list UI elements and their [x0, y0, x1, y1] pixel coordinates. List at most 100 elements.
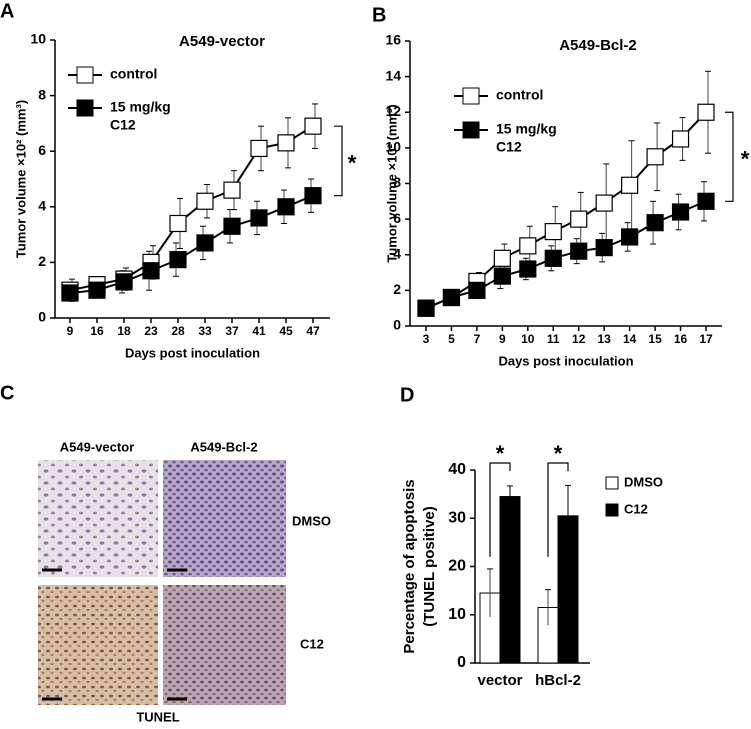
- x-tick-label: 16: [674, 332, 688, 346]
- legend-label: C12: [624, 501, 648, 516]
- marker: [544, 222, 562, 241]
- marker: [697, 103, 715, 121]
- legend-label: 15 mg/kg: [110, 99, 171, 115]
- y-tick-label: 0: [457, 654, 466, 671]
- marker: [223, 217, 241, 235]
- marker: [417, 299, 435, 317]
- x-tick-label: 10: [521, 332, 535, 346]
- y-tick-label: 6: [393, 210, 401, 226]
- marker: [570, 210, 588, 228]
- legend-marker: [462, 121, 480, 139]
- marker: [671, 203, 690, 221]
- bar: [499, 496, 521, 664]
- legend-label: DMSO: [624, 474, 663, 489]
- legend-label: control: [110, 66, 157, 82]
- y-tick-label: 10: [30, 31, 46, 47]
- marker: [196, 234, 214, 252]
- legend-marker: [76, 66, 94, 84]
- significance: *: [554, 441, 563, 466]
- legend-marker: [462, 87, 480, 105]
- y-tick-label: 12: [385, 103, 401, 119]
- bracket: [725, 111, 734, 202]
- y-tick-label: 2: [38, 253, 46, 269]
- marker: [570, 242, 588, 260]
- marker: [223, 181, 241, 199]
- y-tick-label: 20: [448, 558, 466, 575]
- y-tick-label: 4: [393, 245, 401, 261]
- y-tick-label: 14: [385, 67, 401, 83]
- y-tick-label: 16: [385, 32, 401, 48]
- panel-label: B: [372, 4, 386, 26]
- legend-label: C12: [496, 139, 522, 155]
- legend-label: 15 mg/kg: [496, 121, 557, 137]
- column-label: A549-vector: [60, 439, 134, 454]
- y-tick-label: 40: [448, 461, 466, 478]
- legend-label: C12: [110, 117, 136, 133]
- y-axis-label: Tumor volume ×10² (mm³): [384, 104, 399, 262]
- marker: [115, 273, 133, 291]
- y-tick-label: 10: [385, 139, 401, 155]
- x-tick-label: 14: [623, 332, 637, 346]
- marker: [493, 249, 511, 267]
- marker: [595, 239, 613, 257]
- marker: [646, 148, 664, 166]
- x-tick-label: 12: [572, 332, 586, 346]
- row-label: DMSO: [292, 513, 331, 528]
- marker: [88, 281, 106, 299]
- marker: [468, 281, 486, 299]
- panel-label: D: [400, 384, 414, 406]
- marker: [142, 262, 160, 280]
- y-tick-label: 2: [393, 281, 401, 297]
- y-tick-label: 0: [38, 309, 46, 325]
- micrograph: [163, 460, 286, 577]
- y-tick-label: 8: [38, 86, 46, 102]
- y-axis-label: Percentage of apoptosis: [401, 479, 418, 653]
- legend-marker: [605, 476, 619, 490]
- x-tick-label: 5: [448, 332, 455, 346]
- marker: [250, 139, 268, 158]
- marker: [277, 134, 295, 152]
- significance: *: [496, 441, 505, 466]
- x-tick-label: 47: [306, 324, 320, 338]
- marker: [277, 198, 295, 216]
- x-tick-label: vector: [477, 672, 522, 689]
- x-tick-label: 17: [699, 332, 713, 346]
- x-tick-label: 23: [144, 324, 158, 338]
- x-tick-label: 37: [225, 324, 239, 338]
- row-label: C12: [300, 636, 324, 651]
- x-tick-label: 13: [598, 332, 612, 346]
- y-tick-label: 30: [448, 509, 466, 526]
- marker: [519, 237, 537, 255]
- x-tick-label: 33: [198, 324, 212, 338]
- panel-label: A: [0, 0, 14, 22]
- x-tick-label: 15: [648, 332, 662, 346]
- panel-label: C: [0, 382, 14, 404]
- legend-marker: [76, 99, 94, 117]
- bracket: [489, 462, 511, 557]
- marker: [169, 251, 187, 269]
- legend-label: control: [496, 87, 543, 103]
- chart-title: A549-vector: [179, 33, 265, 50]
- marker: [544, 249, 562, 267]
- x-tick-label: 3: [423, 332, 430, 346]
- x-tick-label: 9: [67, 324, 74, 338]
- y-tick-label: 4: [38, 198, 46, 214]
- marker: [697, 192, 715, 210]
- micrograph-grid: A549-vector A549-Bcl-2 DMSO C12 TUNEL: [38, 439, 331, 724]
- legend-marker: [605, 503, 619, 517]
- significance: *: [741, 147, 750, 172]
- marker: [519, 260, 537, 278]
- marker: [493, 267, 511, 285]
- y-tick-label: 6: [38, 142, 46, 158]
- marker: [621, 228, 639, 246]
- y-tick-label: 0: [393, 317, 401, 333]
- series-line: [69, 125, 314, 292]
- marker: [169, 214, 187, 233]
- x-tick-label: 28: [171, 324, 185, 338]
- caption: TUNEL: [136, 709, 179, 724]
- marker: [646, 214, 664, 232]
- micrograph: [38, 585, 158, 705]
- marker: [442, 288, 461, 307]
- bracket: [334, 125, 343, 197]
